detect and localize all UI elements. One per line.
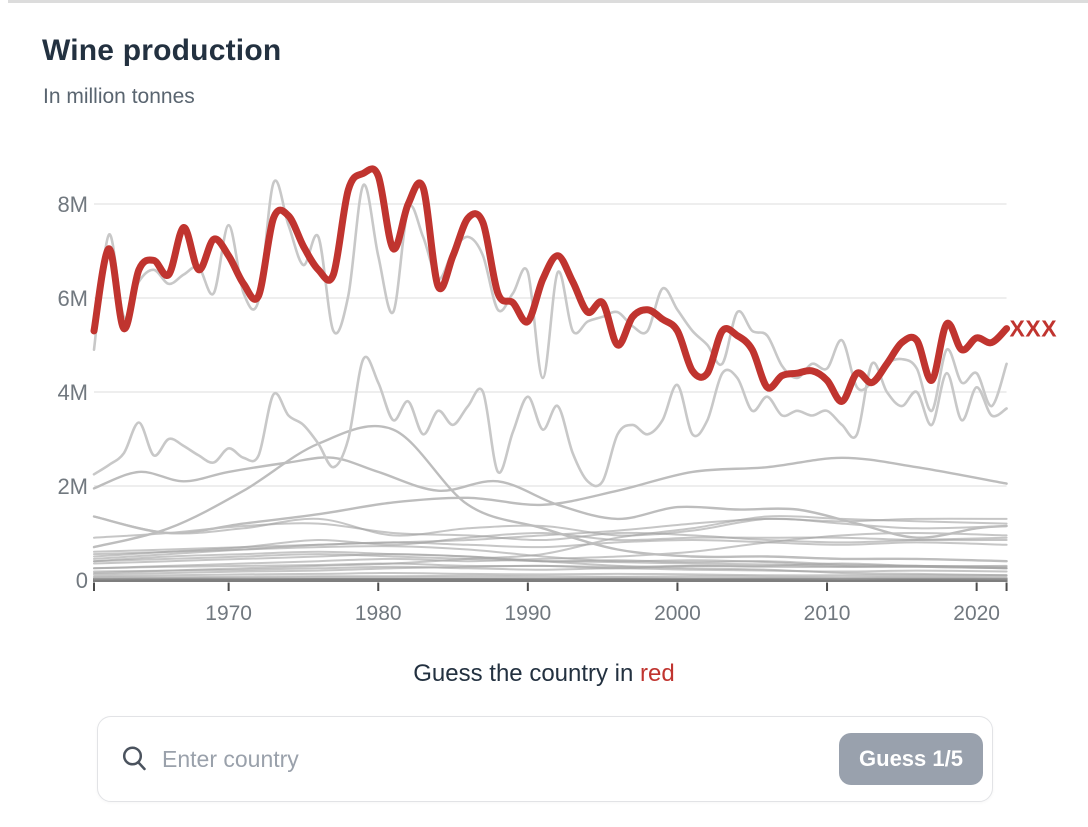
background-series-line [92, 179, 1008, 413]
background-series-line [93, 565, 1008, 573]
highlight-series-line [90, 165, 1011, 405]
background-series-line [93, 515, 1008, 537]
page-subtitle: In million tonnes [43, 85, 195, 108]
magnifier-icon [122, 746, 146, 771]
background-series-line [93, 574, 1008, 579]
x-axis-tick-label: 1970 [205, 602, 252, 625]
guess-prompt: Guess the country in red [0, 660, 1088, 688]
guess-prompt-red-word: red [640, 660, 675, 687]
y-axis-tick-label: 0 [76, 568, 88, 593]
page-title: Wine production [42, 34, 282, 67]
x-axis-tick-label: 1980 [355, 602, 402, 625]
background-series-line [93, 562, 1008, 576]
background-series-line [93, 532, 1008, 570]
y-axis-tick-label: 4M [57, 380, 88, 405]
background-series-line [92, 424, 1008, 563]
y-axis-tick-label: 8M [57, 192, 88, 217]
background-series-line [93, 550, 1008, 577]
guess-button[interactable]: Guess 1/5 [839, 733, 983, 785]
background-series-line [92, 355, 1008, 488]
x-axis-tick-label: 2020 [953, 602, 1000, 625]
background-series-line [92, 456, 1008, 539]
y-axis-tick-label: 6M [57, 286, 88, 311]
guess-input-card: Guess 1/5 [97, 716, 993, 802]
wine-production-chart: 8M 6M 4M 2M 0 1970 1980 1990 2000 2010 2020 XXX [57, 165, 1058, 625]
background-series-line [93, 572, 1008, 578]
background-series-line [92, 456, 1008, 535]
x-axis-tick-label: 2000 [654, 602, 701, 625]
x-axis-tick-label: 2010 [804, 602, 851, 625]
country-input[interactable] [160, 744, 827, 774]
top-border [8, 0, 1088, 3]
background-series-line [93, 531, 1008, 558]
guess-prompt-text: Guess the country in [413, 660, 634, 687]
background-series-line [93, 522, 1008, 544]
hidden-country-label: XXX [1010, 316, 1058, 342]
x-axis-tick-label: 1990 [504, 602, 551, 625]
y-axis-tick-label: 2M [57, 474, 88, 499]
background-series-line [93, 576, 1008, 580]
